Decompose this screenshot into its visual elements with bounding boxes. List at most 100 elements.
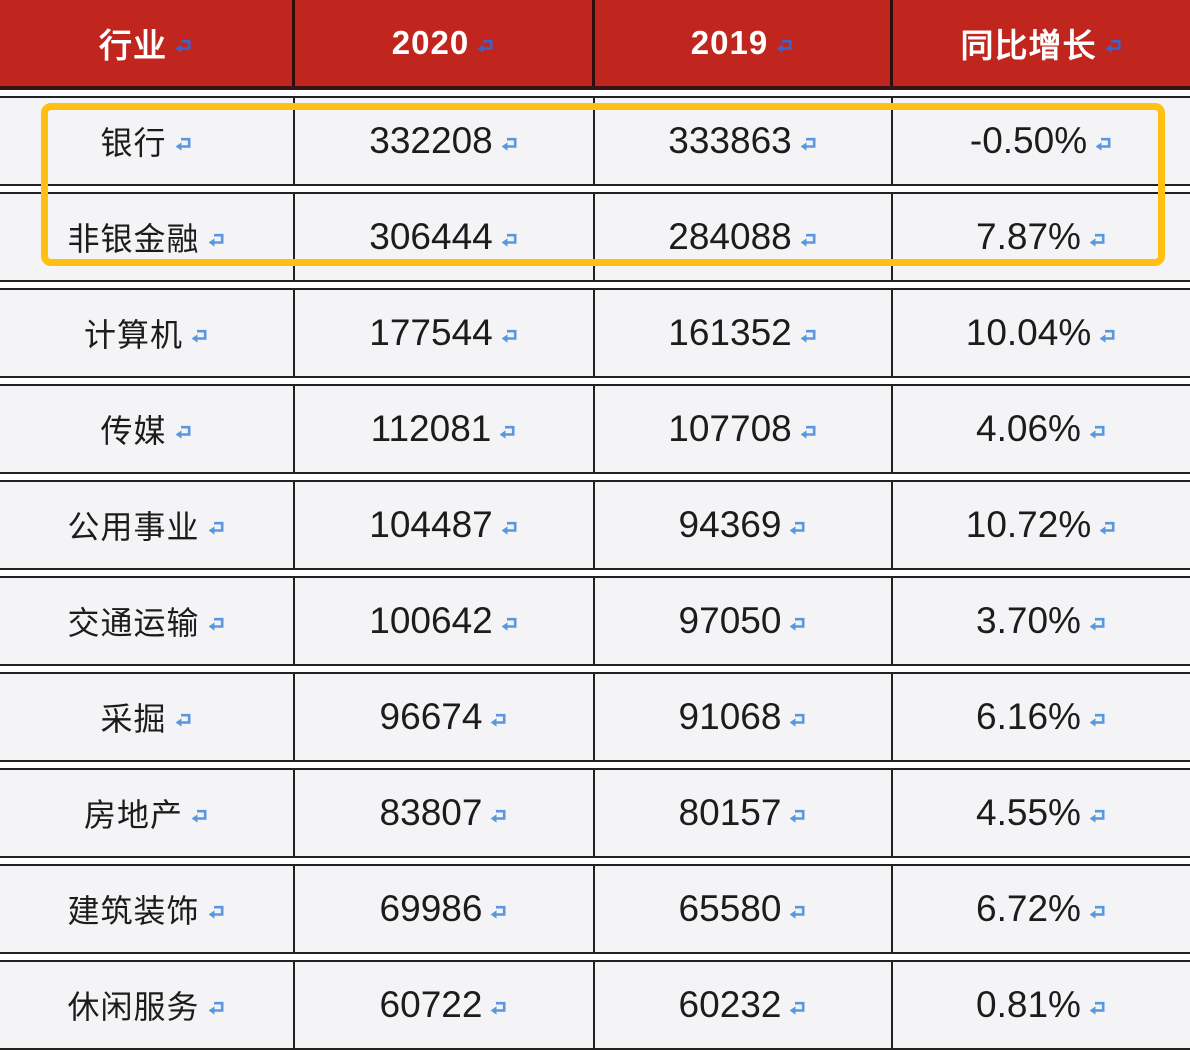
cell-2019-value: 161352: [595, 290, 893, 376]
paragraph-return-icon: [174, 424, 193, 441]
cell-2020-value: 96674: [295, 674, 595, 760]
paragraph-return-icon: [799, 136, 818, 153]
paragraph-return-icon: [500, 136, 519, 153]
paragraph-return-icon: [207, 904, 226, 921]
cell-2019-value: 284088: [595, 194, 893, 280]
paragraph-return-icon: [207, 232, 226, 249]
paragraph-return-icon: [500, 616, 519, 633]
paragraph-return-icon: [1088, 424, 1107, 441]
cell-yoy-growth: -0.50%: [893, 98, 1190, 184]
cell-industry: 计算机: [0, 290, 295, 376]
cell-2019-value: 60232: [595, 962, 893, 1048]
table-row: 休闲服务 60722 60232 0.81%: [0, 960, 1190, 1050]
paragraph-return-icon: [207, 1000, 226, 1017]
paragraph-return-icon: [174, 38, 193, 55]
cell-industry: 建筑装饰: [0, 866, 295, 952]
paragraph-return-icon: [799, 328, 818, 345]
paragraph-return-icon: [1104, 38, 1123, 55]
table-row: 房地产 83807 80157 4.55%: [0, 768, 1190, 858]
cell-2019-value: 80157: [595, 770, 893, 856]
cell-2019-value: 65580: [595, 866, 893, 952]
cell-2020-value: 60722: [295, 962, 595, 1048]
table-row: 采掘 96674 91068 6.16%: [0, 672, 1190, 762]
cell-industry: 采掘: [0, 674, 295, 760]
paragraph-return-icon: [1088, 904, 1107, 921]
cell-2020-value: 69986: [295, 866, 595, 952]
paragraph-return-icon: [1088, 232, 1107, 249]
cell-2020-value: 112081: [295, 386, 595, 472]
paragraph-return-icon: [174, 712, 193, 729]
paragraph-return-icon: [174, 136, 193, 153]
paragraph-return-icon: [489, 904, 508, 921]
cell-2020-value: 104487: [295, 482, 595, 568]
cell-yoy-growth: 10.04%: [893, 290, 1190, 376]
cell-yoy-growth: 4.06%: [893, 386, 1190, 472]
paragraph-return-icon: [799, 232, 818, 249]
paragraph-return-icon: [489, 712, 508, 729]
paragraph-return-icon: [500, 520, 519, 537]
table-body: 银行 332208 333863 -0.50% 非银金融 306444 2840…: [0, 96, 1190, 1050]
paragraph-return-icon: [500, 328, 519, 345]
cell-industry: 公用事业: [0, 482, 295, 568]
table-row: 计算机 177544 161352 10.04%: [0, 288, 1190, 378]
column-header-yoy-growth: 同比增长: [893, 0, 1190, 86]
cell-yoy-growth: 10.72%: [893, 482, 1190, 568]
paragraph-return-icon: [207, 616, 226, 633]
cell-yoy-growth: 4.55%: [893, 770, 1190, 856]
column-header-label: 同比增长: [960, 27, 1097, 64]
cell-2020-value: 177544: [295, 290, 595, 376]
column-header-industry: 行业: [0, 0, 295, 86]
cell-industry: 银行: [0, 98, 295, 184]
paragraph-return-icon: [190, 808, 209, 825]
cell-2020-value: 83807: [295, 770, 595, 856]
paragraph-return-icon: [476, 38, 495, 55]
paragraph-return-icon: [1088, 616, 1107, 633]
cell-yoy-growth: 6.16%: [893, 674, 1190, 760]
paragraph-return-icon: [190, 328, 209, 345]
table-row: 公用事业 104487 94369 10.72%: [0, 480, 1190, 570]
column-header-label: 行业: [99, 27, 167, 64]
cell-2019-value: 94369: [595, 482, 893, 568]
paragraph-return-icon: [788, 616, 807, 633]
paragraph-return-icon: [500, 232, 519, 249]
paragraph-return-icon: [1088, 808, 1107, 825]
cell-2020-value: 100642: [295, 578, 595, 664]
cell-industry: 休闲服务: [0, 962, 295, 1048]
paragraph-return-icon: [498, 424, 517, 441]
paragraph-return-icon: [489, 1000, 508, 1017]
paragraph-return-icon: [788, 712, 807, 729]
cell-2020-value: 306444: [295, 194, 595, 280]
table-row: 交通运输 100642 97050 3.70%: [0, 576, 1190, 666]
cell-yoy-growth: 3.70%: [893, 578, 1190, 664]
table-row: 银行 332208 333863 -0.50%: [0, 96, 1190, 186]
table-row: 非银金融 306444 284088 7.87%: [0, 192, 1190, 282]
table-row: 传媒 112081 107708 4.06%: [0, 384, 1190, 474]
paragraph-return-icon: [788, 904, 807, 921]
table-row: 建筑装饰 69986 65580 6.72%: [0, 864, 1190, 954]
paragraph-return-icon: [799, 424, 818, 441]
paragraph-return-icon: [1088, 1000, 1107, 1017]
paragraph-return-icon: [1098, 520, 1117, 537]
paragraph-return-icon: [1094, 136, 1113, 153]
paragraph-return-icon: [788, 808, 807, 825]
cell-yoy-growth: 6.72%: [893, 866, 1190, 952]
cell-2019-value: 91068: [595, 674, 893, 760]
cell-yoy-growth: 7.87%: [893, 194, 1190, 280]
column-header-label: 2020: [391, 24, 470, 61]
table-header-row: 行业 2020 2019 同比增长: [0, 0, 1190, 90]
paragraph-return-icon: [207, 520, 226, 537]
cell-2019-value: 97050: [595, 578, 893, 664]
paragraph-return-icon: [788, 1000, 807, 1017]
paragraph-return-icon: [775, 38, 794, 55]
cell-industry: 房地产: [0, 770, 295, 856]
cell-industry: 非银金融: [0, 194, 295, 280]
cell-industry: 传媒: [0, 386, 295, 472]
cell-2020-value: 332208: [295, 98, 595, 184]
cell-2019-value: 333863: [595, 98, 893, 184]
column-header-2020: 2020: [295, 0, 595, 86]
column-header-label: 2019: [690, 24, 769, 61]
paragraph-return-icon: [489, 808, 508, 825]
paragraph-return-icon: [1088, 712, 1107, 729]
paragraph-return-icon: [1098, 328, 1117, 345]
